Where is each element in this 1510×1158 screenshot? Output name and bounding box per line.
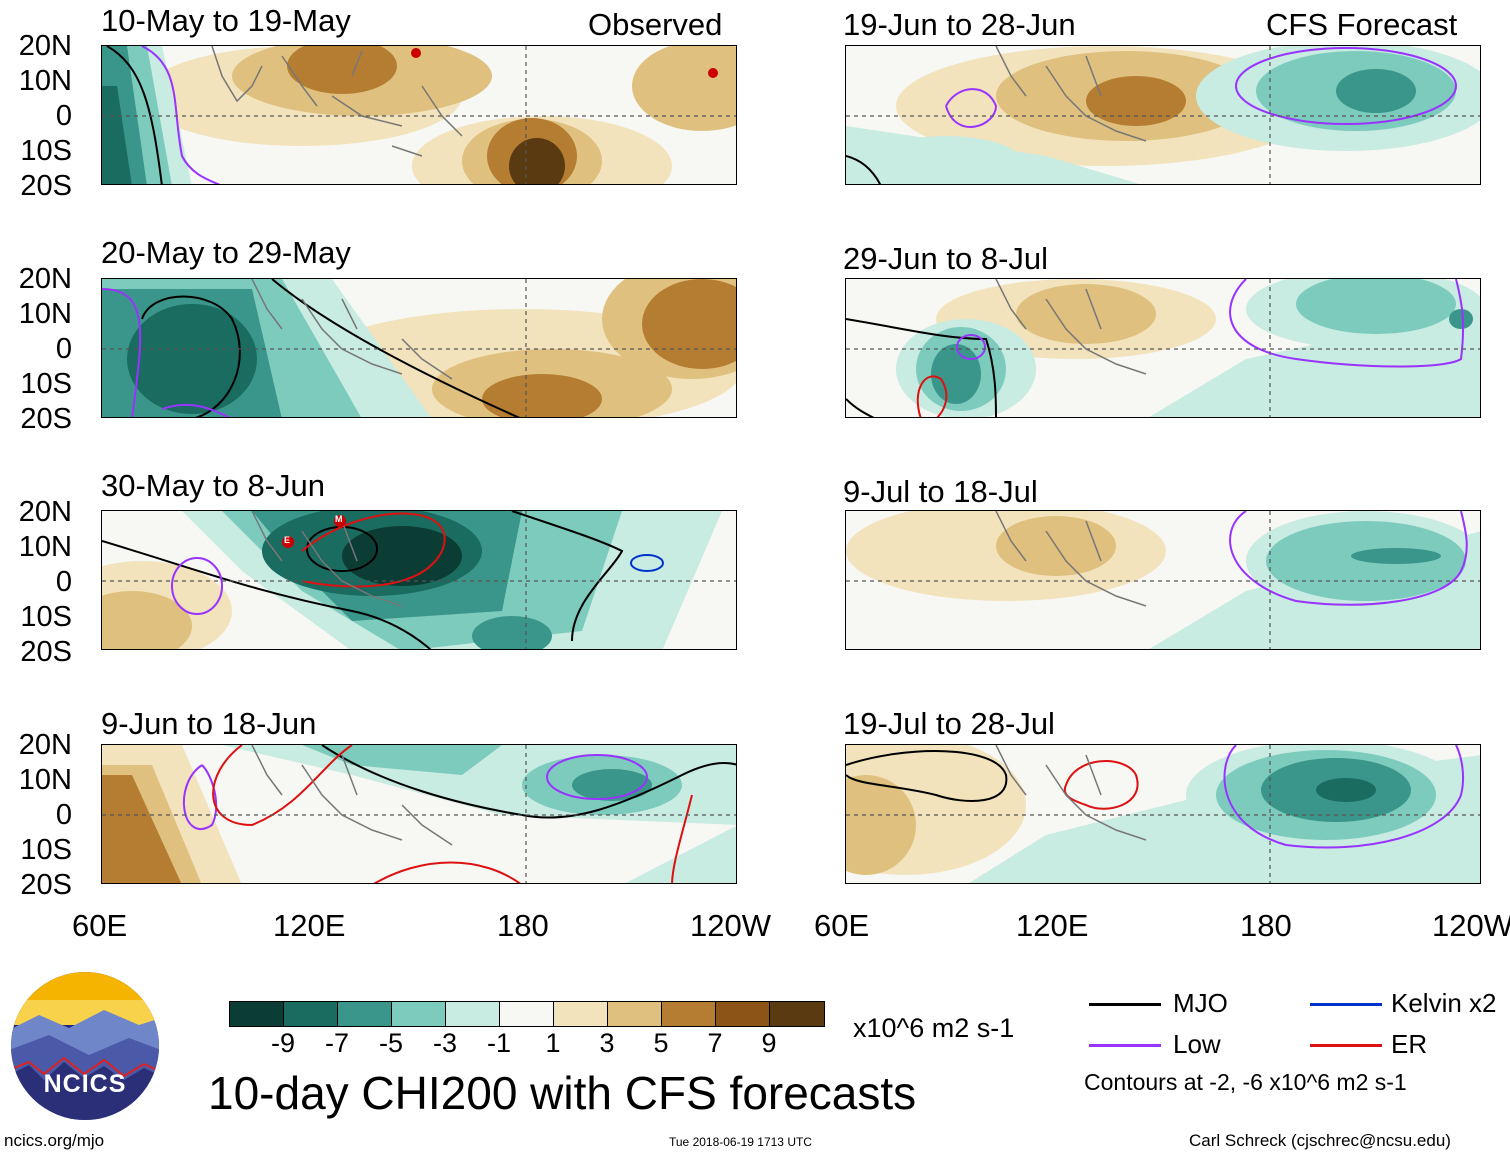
map-panel-4 bbox=[101, 744, 737, 884]
lon-label: 60E bbox=[72, 908, 128, 943]
legend-line-kelvin bbox=[1310, 1003, 1382, 1006]
lat-label: 20S bbox=[20, 170, 72, 202]
observed-label: Observed bbox=[588, 7, 723, 42]
panel-title-8: 19-Jul to 28-Jul bbox=[843, 706, 1055, 741]
panel-title-7: 9-Jul to 18-Jul bbox=[843, 474, 1038, 509]
legend-line-er bbox=[1310, 1044, 1382, 1047]
colorbar-units: x10^6 m2 s-1 bbox=[853, 1013, 1015, 1043]
lat-label: 10S bbox=[20, 135, 72, 167]
map-panel-8-field bbox=[846, 745, 1480, 883]
colorbar-tick-label: -5 bbox=[378, 1028, 403, 1058]
map-panel-3-field bbox=[102, 511, 736, 649]
lat-label: 20N bbox=[18, 263, 72, 295]
legend-label-low: Low bbox=[1173, 1029, 1221, 1059]
lat-label: 20N bbox=[18, 729, 72, 761]
ncics-logo: NCICS bbox=[9, 970, 161, 1122]
colorbar-tick-label: 9 bbox=[761, 1028, 777, 1058]
map-panel-3: M E bbox=[101, 510, 737, 650]
map-panel-2 bbox=[101, 278, 737, 418]
colorbar-swatch bbox=[608, 1002, 662, 1026]
panel-title-4: 9-Jun to 18-Jun bbox=[101, 706, 317, 741]
colorbar-swatch bbox=[446, 1002, 500, 1026]
colorbar-tick-label: -3 bbox=[432, 1028, 457, 1058]
forecast-label: CFS Forecast bbox=[1266, 7, 1458, 42]
lat-label: 10N bbox=[18, 764, 72, 796]
panel-title-3: 30-May to 8-Jun bbox=[101, 468, 325, 503]
mountain-logo-icon bbox=[11, 972, 159, 1120]
lon-label: 120E bbox=[273, 908, 346, 943]
lat-label: 0 bbox=[55, 799, 72, 831]
colorbar-swatch bbox=[338, 1002, 392, 1026]
colorbar-swatch bbox=[662, 1002, 716, 1026]
legend-line-low bbox=[1089, 1044, 1161, 1047]
logo-text: NCICS bbox=[43, 1070, 127, 1098]
map-panel-1-field bbox=[102, 46, 736, 184]
colorbar-tick-label: 7 bbox=[707, 1028, 723, 1058]
lon-label: 180 bbox=[1240, 908, 1292, 943]
storm-marker-e: E bbox=[284, 535, 291, 545]
colorbar-swatch bbox=[500, 1002, 554, 1026]
map-panel-7 bbox=[845, 510, 1481, 650]
colorbar-swatch bbox=[716, 1002, 770, 1026]
lat-label: 20N bbox=[18, 30, 72, 62]
colorbar-swatch bbox=[554, 1002, 608, 1026]
legend-label-kelvin: Kelvin x2 bbox=[1391, 988, 1497, 1018]
lon-label: 60E bbox=[814, 908, 870, 943]
map-panel-7-field bbox=[846, 511, 1480, 649]
lat-label: 0 bbox=[55, 566, 72, 598]
lat-label: 10S bbox=[20, 368, 72, 400]
lon-label: 120W bbox=[690, 908, 771, 943]
source-url[interactable]: ncics.org/mjo bbox=[4, 1131, 105, 1150]
colorbar-tick-label: -9 bbox=[270, 1028, 295, 1058]
main-title: 10-day CHI200 with CFS forecasts bbox=[208, 1067, 917, 1119]
colorbar-tick-label: -1 bbox=[486, 1028, 511, 1058]
lon-label: 120W bbox=[1432, 908, 1510, 943]
lat-label: 10S bbox=[20, 601, 72, 633]
storm-marker-m: M bbox=[335, 514, 343, 524]
lat-label: 10N bbox=[18, 531, 72, 563]
map-panel-1 bbox=[101, 45, 737, 185]
lat-label: 20S bbox=[20, 636, 72, 668]
colorbar-swatch bbox=[230, 1002, 284, 1026]
legend-line-mjo bbox=[1089, 1003, 1161, 1006]
lat-label: 20S bbox=[20, 403, 72, 435]
lat-label: 10S bbox=[20, 834, 72, 866]
panel-title-5: 19-Jun to 28-Jun bbox=[843, 7, 1076, 42]
colorbar-swatch bbox=[770, 1002, 824, 1026]
lat-label: 0 bbox=[55, 100, 72, 132]
lat-label: 20N bbox=[18, 496, 72, 528]
panel-title-6: 29-Jun to 8-Jul bbox=[843, 241, 1049, 276]
colorbar-swatch bbox=[284, 1002, 338, 1026]
map-panel-2-field bbox=[102, 279, 736, 417]
lat-label: 0 bbox=[55, 333, 72, 365]
map-panel-5 bbox=[845, 45, 1481, 185]
colorbar-swatch bbox=[392, 1002, 446, 1026]
map-panel-4-field bbox=[102, 745, 736, 883]
timestamp: Tue 2018-06-19 1713 UTC bbox=[669, 1135, 812, 1149]
map-panel-6 bbox=[845, 278, 1481, 418]
colorbar bbox=[229, 1001, 825, 1027]
map-panel-5-field bbox=[846, 46, 1480, 184]
map-panel-8 bbox=[845, 744, 1481, 884]
legend-note: Contours at -2, -6 x10^6 m2 s-1 bbox=[1084, 1069, 1407, 1095]
legend-label-mjo: MJO bbox=[1173, 988, 1228, 1018]
panel-title-1: 10-May to 19-May bbox=[101, 3, 351, 38]
lat-label: 10N bbox=[18, 65, 72, 97]
lon-label: 180 bbox=[497, 908, 549, 943]
lon-label: 120E bbox=[1016, 908, 1089, 943]
lat-label: 20S bbox=[20, 869, 72, 901]
colorbar-tick-label: -7 bbox=[324, 1028, 349, 1058]
lat-label: 10N bbox=[18, 298, 72, 330]
panel-title-2: 20-May to 29-May bbox=[101, 235, 351, 270]
author-credit: Carl Schreck (cjschrec@ncsu.edu) bbox=[1189, 1131, 1451, 1150]
colorbar-tick-label: 5 bbox=[653, 1028, 669, 1058]
map-panel-6-field bbox=[846, 279, 1480, 417]
legend-label-er: ER bbox=[1391, 1029, 1428, 1059]
colorbar-tick-label: 1 bbox=[545, 1028, 561, 1058]
colorbar-tick-label: 3 bbox=[599, 1028, 615, 1058]
